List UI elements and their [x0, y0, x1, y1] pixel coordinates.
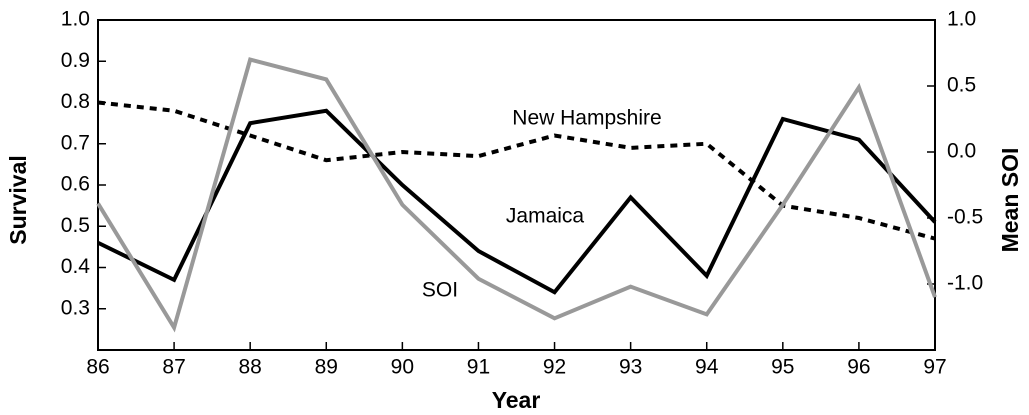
series-line [96, 57, 937, 333]
x-tick-label: 86 [86, 356, 109, 379]
y-tick-label: 1.0 [61, 8, 90, 31]
x-axis-label: Year [492, 387, 541, 413]
x-tick-label: 88 [239, 356, 262, 379]
y2-tick-label: -1.0 [947, 272, 983, 295]
plot-frame [97, 19, 936, 351]
y-tick-label: 0.7 [61, 131, 90, 154]
y-axis-label: Survival [5, 155, 31, 245]
y2-tick-label: 1.0 [947, 8, 976, 31]
annotation: New Hampshire [512, 107, 661, 130]
x-tick-label: 96 [847, 356, 870, 379]
x-tick-label: 95 [771, 356, 794, 379]
y-tick-label: 0.4 [61, 255, 91, 278]
y-tick-label: 0.3 [61, 296, 90, 319]
y2-tick-label: 0.5 [947, 74, 976, 97]
x-tick-label: 87 [162, 356, 185, 379]
series-line [97, 108, 937, 295]
x-tick-label: 93 [619, 356, 642, 379]
series-line [97, 100, 936, 241]
annotation: SOI [422, 279, 458, 302]
y-tick-label: 0.8 [61, 90, 90, 113]
y2-tick-label: 0.0 [947, 140, 976, 163]
x-tick-label: 94 [695, 356, 719, 379]
x-tick-label: 89 [315, 356, 338, 379]
y2-axis-label: Mean SOI [997, 148, 1023, 253]
y-tick-label: 0.5 [61, 214, 90, 237]
y2-tick-label: -0.5 [947, 206, 983, 229]
y-tick-label: 0.6 [61, 173, 90, 196]
x-tick-label: 92 [543, 356, 566, 379]
x-tick-label: 91 [467, 356, 490, 379]
x-tick-label: 90 [391, 356, 414, 379]
x-tick-label: 97 [923, 356, 946, 379]
annotation: Jamaica [506, 205, 585, 228]
y-tick-label: 0.9 [61, 49, 90, 72]
